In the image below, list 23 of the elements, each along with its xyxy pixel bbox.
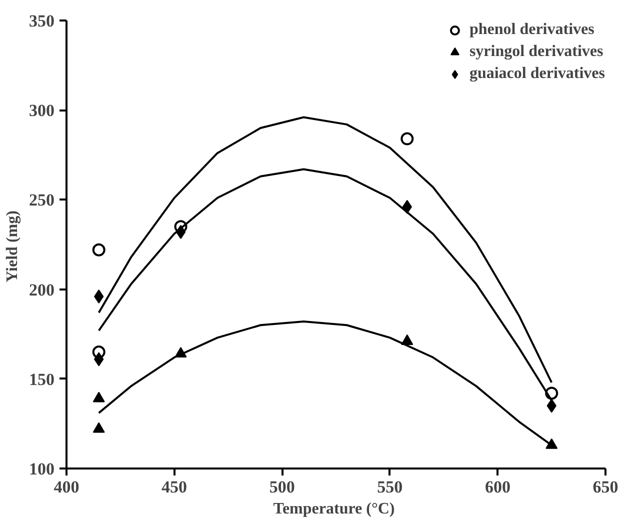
x-tick-label: 600 xyxy=(484,478,510,496)
point xyxy=(92,243,106,256)
x-tick-label: 500 xyxy=(269,478,295,496)
line-series xyxy=(98,116,553,384)
point xyxy=(546,438,558,449)
y-tick-label: 300 xyxy=(29,101,54,120)
y-tick-label: 200 xyxy=(29,280,54,300)
point xyxy=(92,422,105,433)
point xyxy=(92,392,105,402)
legend-label: syringol derivatives xyxy=(469,43,604,61)
x-tick-label: 550 xyxy=(377,478,403,496)
x-tick-label: 650 xyxy=(592,478,618,496)
y-tick-label: 100 xyxy=(29,460,54,478)
point xyxy=(400,132,414,146)
legend-label: phenol derivatives xyxy=(469,21,594,39)
legend-label: guaiacol derivatives xyxy=(469,65,605,83)
x-axis-title: Temperature (°C) xyxy=(273,500,395,518)
x-tick-label: 450 xyxy=(162,478,188,496)
y-tick-label: 350 xyxy=(29,12,54,30)
x-tick-label: 400 xyxy=(54,478,80,496)
y-axis-title: Yield (mg) xyxy=(4,210,21,282)
y-tick-label: 150 xyxy=(29,370,54,389)
y-tick-label: 250 xyxy=(29,190,54,210)
